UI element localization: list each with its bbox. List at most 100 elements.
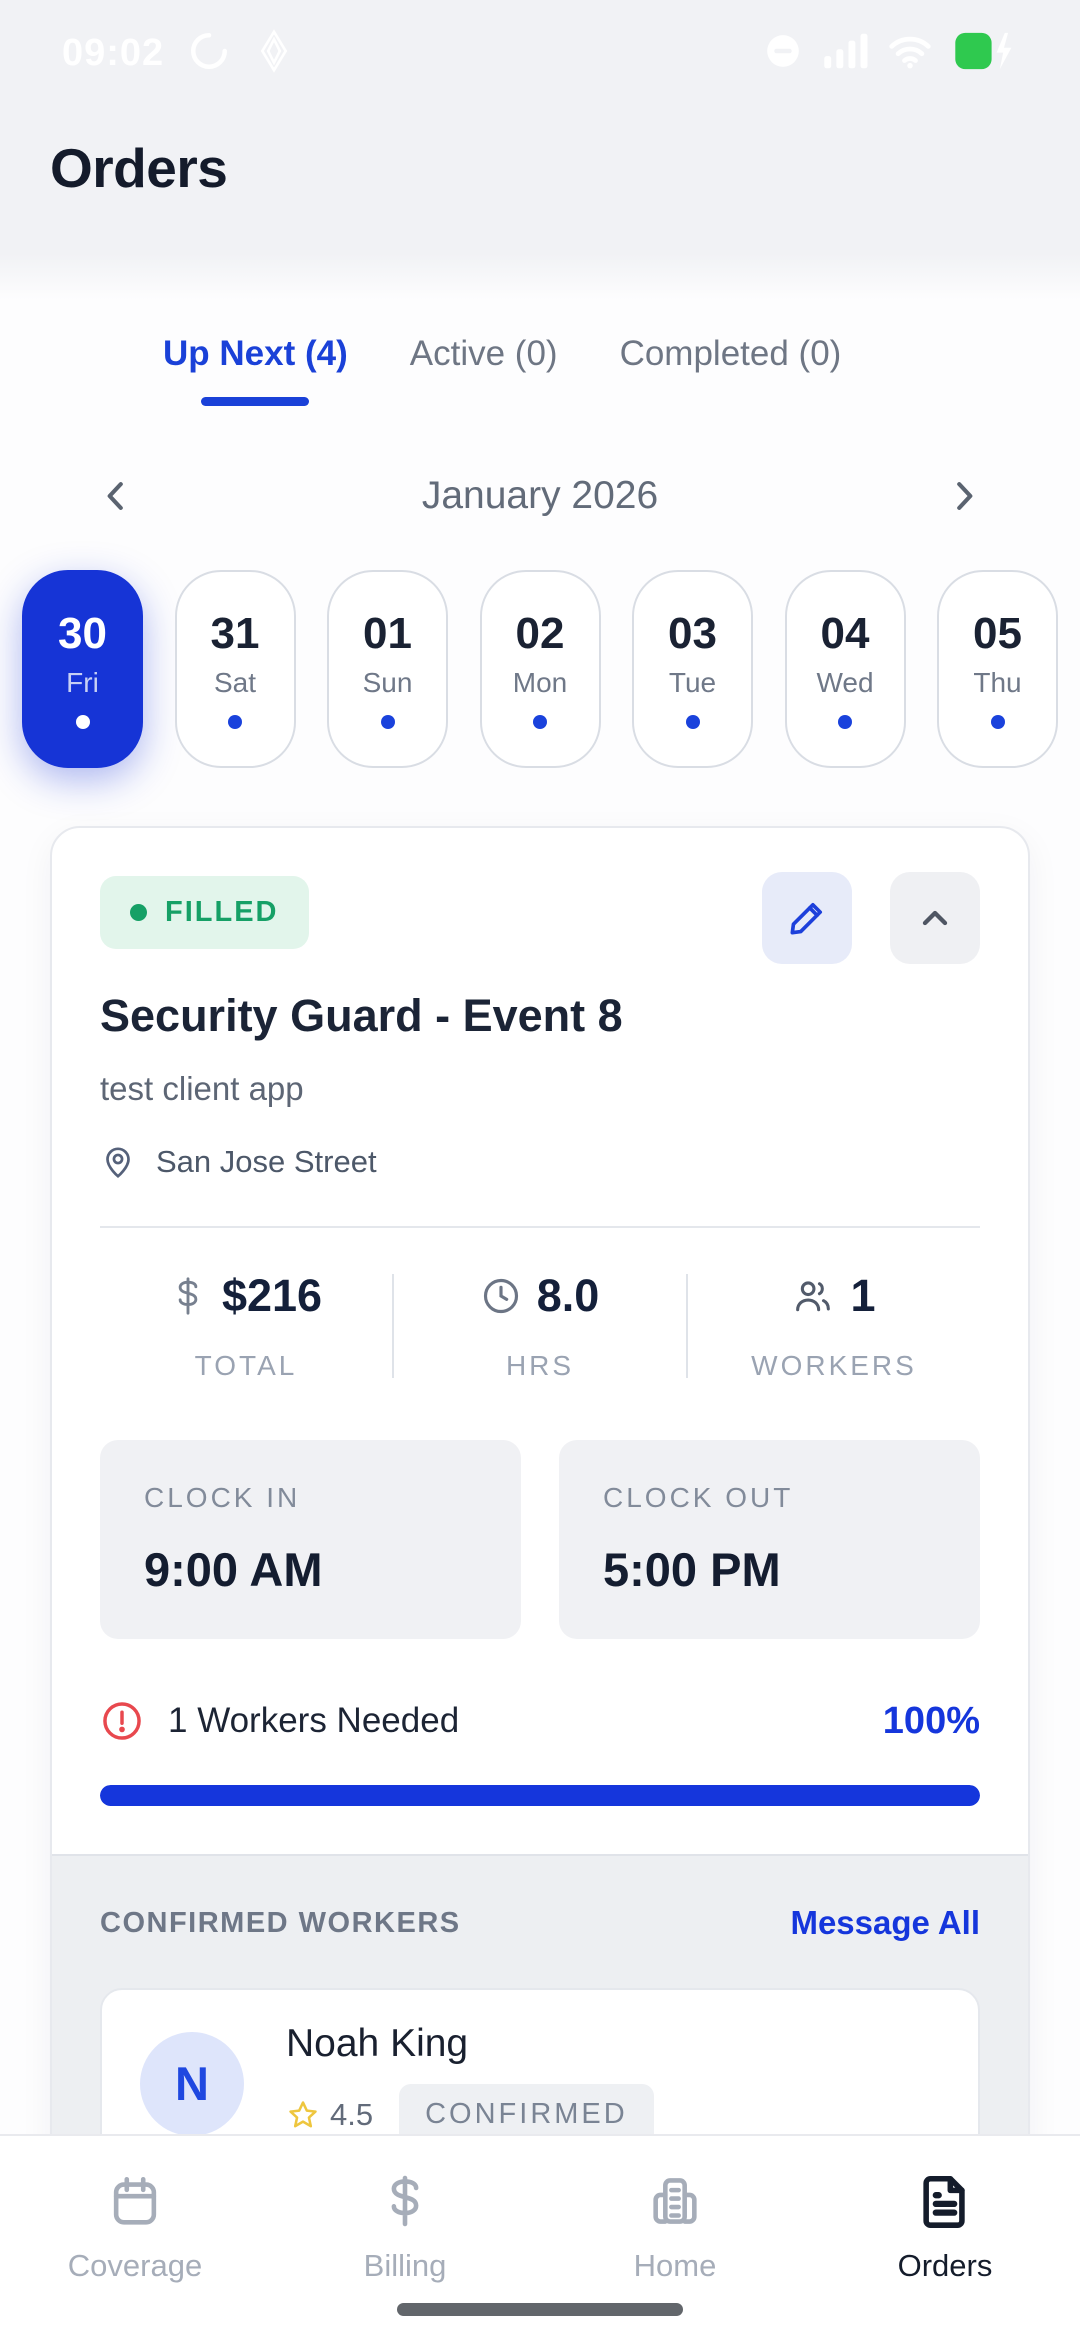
clock-times: CLOCK IN 9:00 AM CLOCK OUT 5:00 PM	[100, 1440, 980, 1639]
workers-icon	[796, 1281, 831, 1312]
confirmed-workers-section: CONFIRMED WORKERS Message All N Noah Kin…	[52, 1854, 1028, 2197]
calendar-icon	[113, 2176, 157, 2225]
status-time: 09:02	[62, 31, 165, 74]
date-number: 05	[973, 609, 1022, 658]
battery-icon	[952, 29, 1018, 78]
event-dot	[380, 715, 395, 729]
date-chip[interactable]: 04 Wed	[784, 570, 906, 768]
prev-month-button[interactable]	[92, 472, 140, 520]
progress-fill	[100, 1785, 980, 1806]
date-weekday: Sun	[362, 667, 413, 698]
clock-icon	[483, 1278, 518, 1314]
stat-total: $216 TOTAL	[100, 1270, 392, 1382]
date-number: 30	[58, 609, 107, 658]
document-icon	[923, 2175, 965, 2228]
month-label: January 2026	[421, 474, 659, 517]
tab-active[interactable]: Active (0)	[409, 334, 558, 373]
clock-out-value: 5:00 PM	[603, 1543, 781, 1596]
clock-in-box: CLOCK IN 9:00 AM	[100, 1440, 521, 1639]
location-text: San Jose Street	[156, 1144, 377, 1179]
order-card: FILLED Security Guard - Event 8 test cli…	[50, 826, 1030, 2199]
date-number: 31	[210, 609, 260, 658]
header-fade	[0, 254, 1080, 300]
date-chip[interactable]: 30 Fri	[22, 570, 143, 768]
rating-value: 4.5	[330, 2096, 374, 2132]
dnd-icon	[764, 32, 802, 75]
status-bar: 09:02	[0, 0, 1080, 106]
edit-order-button[interactable]	[762, 872, 852, 964]
workers-needed-row: 1 Workers Needed 100%	[100, 1699, 980, 1743]
divider	[100, 1226, 980, 1228]
worker-name: Noah King	[286, 2022, 469, 2065]
status-badge-label: FILLED	[165, 896, 279, 928]
date-chip[interactable]: 03 Tue	[632, 570, 753, 768]
stat-total-label: TOTAL	[194, 1350, 298, 1381]
avatar: N	[140, 2031, 244, 2136]
worker-rating: 4.5	[286, 2097, 373, 2133]
sync-spinner-icon	[188, 30, 230, 77]
collapse-card-button[interactable]	[890, 872, 980, 964]
date-chip[interactable]: 05 Thu	[937, 570, 1058, 768]
date-chip[interactable]: 31 Sat	[174, 570, 296, 768]
nav-label-coverage: Coverage	[67, 2248, 203, 2283]
stat-hours-value: 8.0	[536, 1270, 600, 1321]
tab-up-next[interactable]: Up Next (4)	[163, 334, 348, 406]
date-weekday: Tue	[668, 667, 717, 698]
app-header: 09:02	[0, 0, 1080, 254]
nav-label-orders: Orders	[897, 2248, 993, 2283]
stat-total-value: $216	[221, 1270, 323, 1321]
date-weekday: Fri	[66, 667, 99, 698]
nav-item-coverage[interactable]: Coverage	[0, 2136, 270, 2340]
event-dot	[685, 715, 700, 729]
pencil-icon	[790, 902, 823, 935]
clock-out-label: CLOCK OUT	[603, 1482, 794, 1513]
next-month-button[interactable]	[940, 472, 988, 520]
nav-item-orders[interactable]: Orders	[810, 2136, 1080, 2340]
status-dot-icon	[130, 904, 147, 921]
nav-label-billing: Billing	[363, 2248, 447, 2283]
message-all-link[interactable]: Message All	[790, 1904, 980, 1941]
tab-completed[interactable]: Completed (0)	[619, 334, 842, 373]
page-title: Orders	[0, 106, 1080, 244]
chevron-right-icon	[957, 482, 973, 510]
chevron-left-icon	[107, 482, 123, 510]
chevron-up-icon	[922, 910, 948, 926]
confirmed-workers-header: CONFIRMED WORKERS	[100, 1906, 461, 1939]
diamond-icon	[254, 28, 294, 78]
progress-bar	[100, 1785, 980, 1806]
date-weekday: Thu	[973, 667, 1022, 698]
divider	[686, 1274, 688, 1378]
event-dot	[838, 715, 852, 729]
event-dot	[228, 715, 242, 729]
tab-bar: Up Next (4) Active (0) Completed (0)	[0, 334, 1080, 406]
nav-item-billing[interactable]: Billing	[270, 2136, 540, 2340]
date-weekday: Wed	[816, 667, 874, 698]
order-client: test client app	[100, 1070, 304, 1107]
nav-item-home[interactable]: Home	[540, 2136, 810, 2340]
divider	[392, 1274, 394, 1378]
star-icon	[289, 2100, 317, 2127]
date-number: 01	[363, 609, 412, 658]
alert-icon	[103, 1702, 141, 1740]
location-pin-icon	[106, 1147, 130, 1179]
event-dot	[533, 715, 547, 729]
wifi-icon	[888, 32, 932, 75]
date-number: 04	[820, 609, 870, 658]
date-chip[interactable]: 02 Mon	[479, 570, 601, 768]
stat-workers-label: WORKERS	[751, 1350, 917, 1381]
dollar-icon	[391, 2175, 419, 2227]
nav-label-home: Home	[633, 2248, 717, 2283]
workers-needed-text: 1 Workers Needed	[168, 1701, 460, 1740]
order-location: San Jose Street	[100, 1144, 980, 1180]
home-indicator[interactable]	[397, 2303, 683, 2316]
dollar-icon	[178, 1277, 198, 1315]
stat-workers-value: 1	[850, 1270, 876, 1321]
order-title: Security Guard - Event 8	[100, 990, 623, 1041]
event-dot	[75, 715, 90, 729]
order-stats: $216 TOTAL 8.0 HRS	[100, 1270, 980, 1382]
clock-in-value: 9:00 AM	[144, 1543, 323, 1596]
date-number: 03	[668, 609, 717, 658]
status-badge: FILLED	[100, 876, 309, 949]
building-icon	[653, 2178, 697, 2224]
date-chip[interactable]: 01 Sun	[327, 570, 448, 768]
